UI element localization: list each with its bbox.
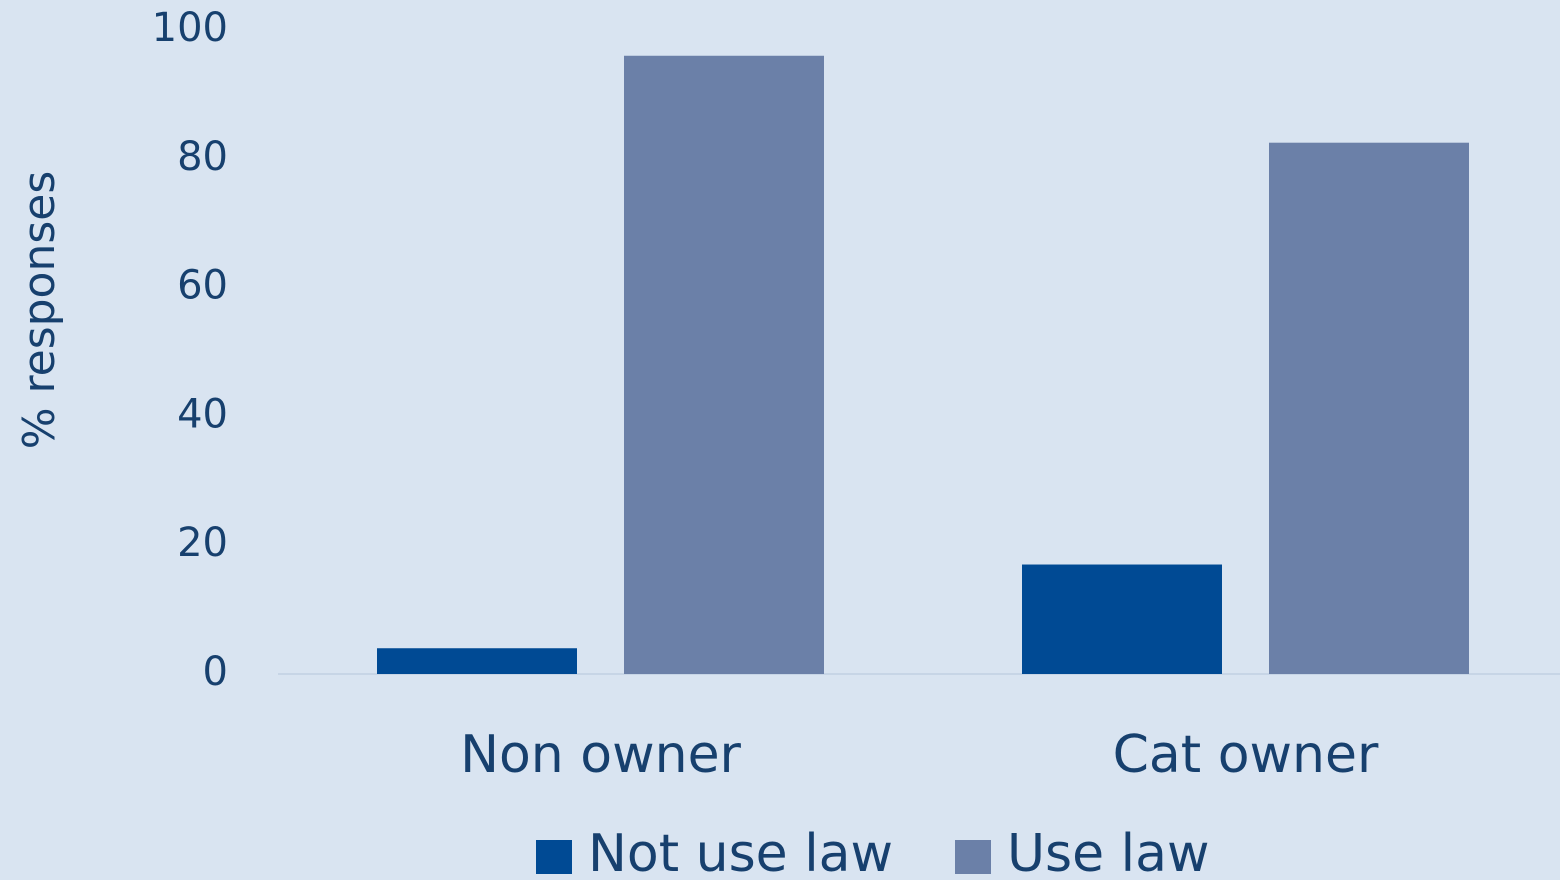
bar: [1022, 565, 1222, 674]
legend-label: Not use law: [588, 824, 893, 880]
y-axis-title: % responses: [14, 171, 65, 450]
y-tick-label: 20: [177, 520, 228, 566]
y-tick-label: 80: [177, 134, 228, 180]
chart: % responses 0 20 40 60 80 100 Non owner Cat own…: [0, 0, 1560, 880]
x-tick-label: Non owner: [460, 725, 741, 785]
legend-swatch: [536, 840, 572, 874]
legend-label: Use law: [1007, 824, 1210, 880]
legend-swatch: [955, 840, 991, 874]
y-tick-label: 40: [177, 391, 228, 437]
bar: [1269, 143, 1469, 674]
bar: [377, 648, 577, 674]
bar: [624, 56, 824, 674]
y-tick-label: 0: [203, 649, 228, 695]
x-tick-label: Cat owner: [1113, 725, 1379, 785]
y-tick-label: 100: [152, 5, 228, 51]
y-tick-label: 60: [177, 263, 228, 309]
